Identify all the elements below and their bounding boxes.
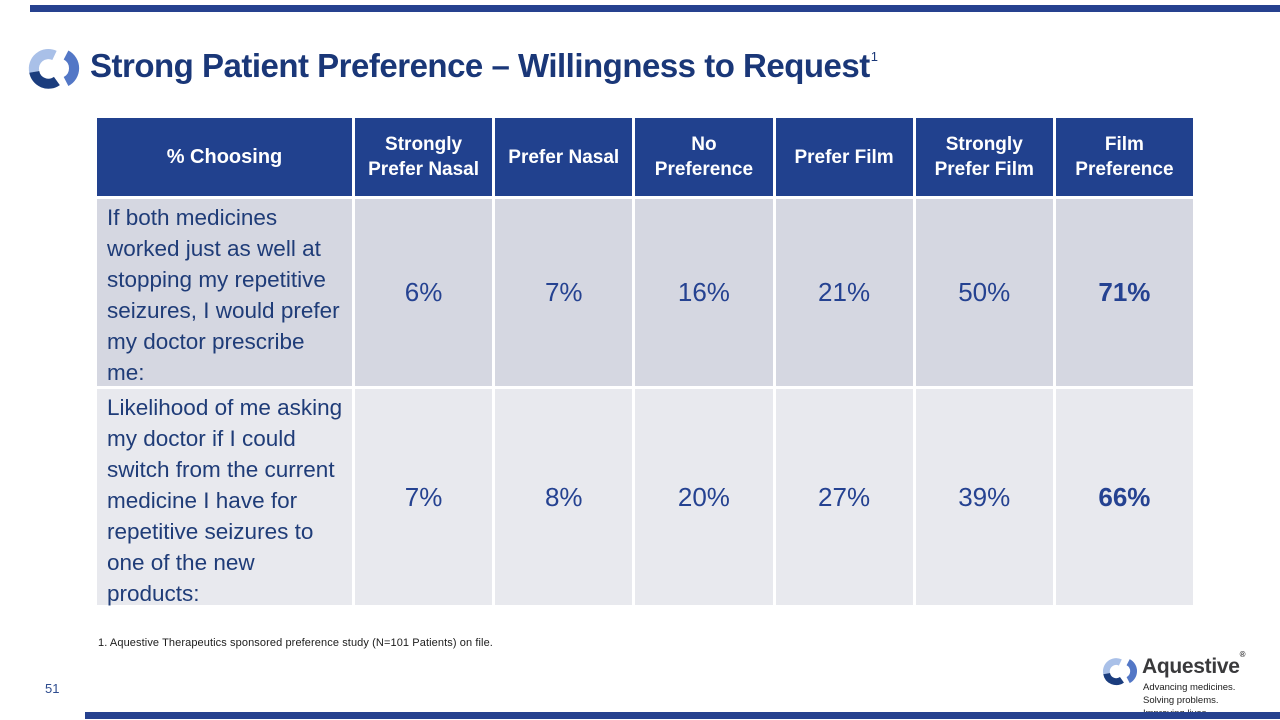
row-1-value-strongly-prefer-film: 50%	[915, 199, 1053, 386]
preference-table: % Choosing Strongly Prefer Nasal Prefer …	[97, 118, 1193, 606]
page-title-text: Strong Patient Preference – Willingness …	[90, 47, 870, 84]
row-1-value-strongly-prefer-nasal: 6%	[355, 199, 493, 386]
header-cell-no-preference: No Preference	[635, 118, 773, 196]
top-accent-bar	[30, 5, 1280, 12]
header-cell-strongly-prefer-nasal: Strongly Prefer Nasal	[355, 118, 493, 196]
page-number: 51	[45, 681, 60, 696]
row-1-label: If both medicines worked just as well at…	[97, 199, 352, 386]
footer-wordmark: Aquestive®	[1142, 650, 1246, 679]
row-2-value-prefer-film: 27%	[775, 389, 913, 605]
footnote: 1. Aquestive Therapeutics sponsored pref…	[98, 637, 493, 649]
header-cell-percent-choosing: % Choosing	[97, 118, 352, 196]
title-footnote-marker: 1	[870, 49, 878, 64]
aquestive-logo-icon	[28, 49, 80, 89]
row-2-value-no-preference: 20%	[635, 389, 773, 605]
row-2-value-strongly-prefer-nasal: 7%	[355, 389, 493, 605]
row-2-value-film-preference: 66%	[1055, 389, 1193, 605]
row-1-value-prefer-nasal: 7%	[495, 199, 633, 386]
bottom-accent-bar	[85, 712, 1280, 719]
header-cell-film-preference: Film Preference	[1055, 118, 1193, 196]
row-1-value-prefer-film: 21%	[775, 199, 913, 386]
footer-wordmark-text: Aquestive	[1142, 655, 1240, 678]
row-1-value-no-preference: 16%	[635, 199, 773, 386]
row-2-value-strongly-prefer-film: 39%	[915, 389, 1053, 605]
row-1-value-film-preference: 71%	[1055, 199, 1193, 386]
header-cell-strongly-prefer-film: Strongly Prefer Film	[915, 118, 1053, 196]
page-title: Strong Patient Preference – Willingness …	[90, 47, 878, 85]
header-cell-prefer-nasal: Prefer Nasal	[495, 118, 633, 196]
tagline-line-2: Solving problems.	[1143, 695, 1219, 706]
header-cell-prefer-film: Prefer Film	[775, 118, 913, 196]
row-2-value-prefer-nasal: 8%	[495, 389, 633, 605]
aquestive-footer-logo-icon	[1102, 658, 1137, 685]
row-2-label: Likelihood of me asking my doctor if I c…	[97, 389, 352, 606]
tagline-line-1: Advancing medicines.	[1143, 682, 1236, 693]
registered-trademark-symbol: ®	[1239, 650, 1246, 659]
